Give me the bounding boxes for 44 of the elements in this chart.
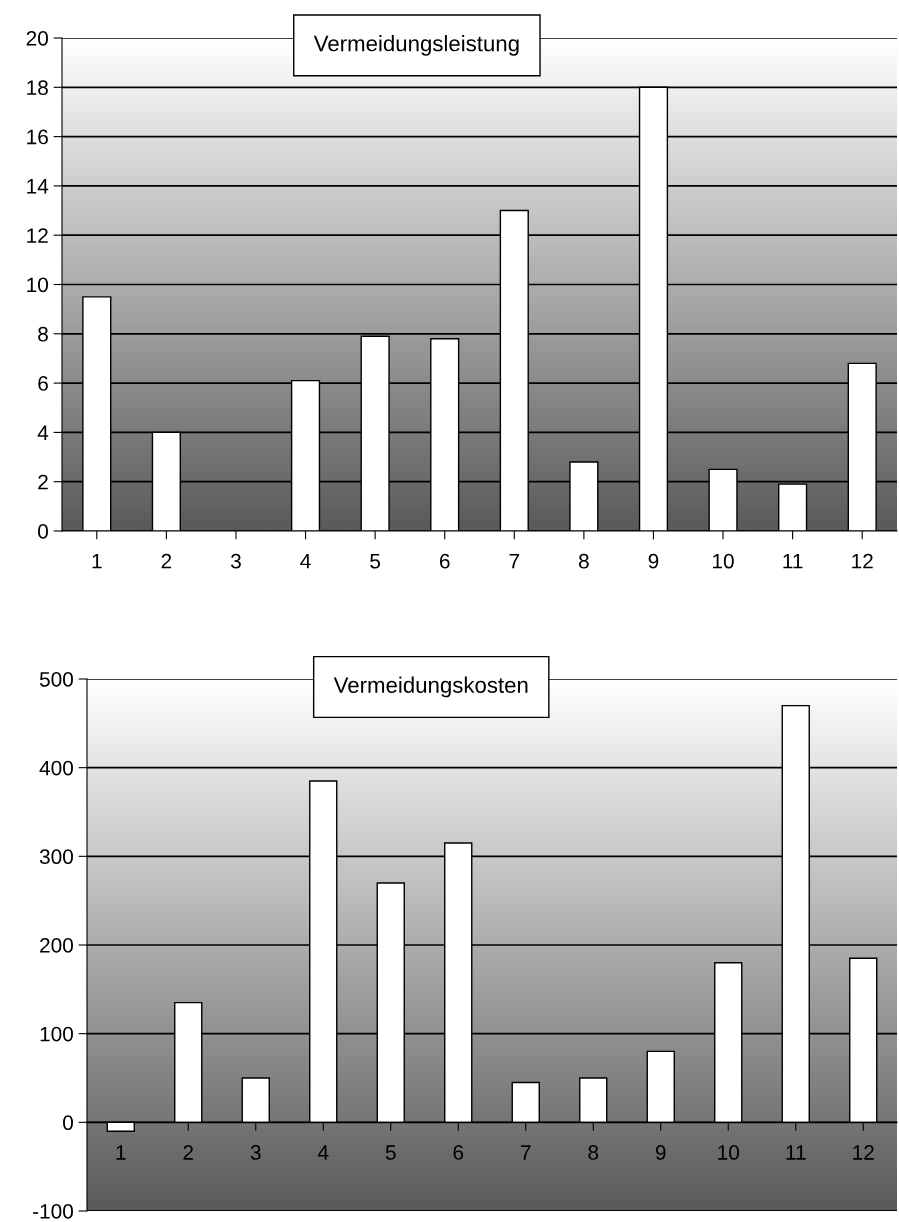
x-tick-label: 1 <box>116 1145 126 1160</box>
x-tick-label: 7 <box>521 1145 531 1160</box>
x-tick-label: 1 <box>92 553 102 569</box>
x-tick-label: 11 <box>786 1145 806 1160</box>
chart-title: Vermeidungsleistung <box>313 35 519 56</box>
x-tick-label: 7 <box>509 553 520 569</box>
chart-title: Vermeidungskosten <box>333 676 528 698</box>
y-tick-label: 4 <box>37 425 49 440</box>
y-tick-label: 6 <box>38 376 48 391</box>
x-tick-label: 12 <box>852 553 873 569</box>
y-tick-label: 18 <box>27 80 48 96</box>
y-tick-label: -100 <box>33 1204 73 1219</box>
x-tick-label: 6 <box>439 553 450 569</box>
y-tick-label: 500 <box>39 672 73 687</box>
x-tick-label: 2 <box>183 1145 193 1160</box>
x-tick-label: 3 <box>250 1145 261 1160</box>
y-tick-label: 8 <box>38 326 48 342</box>
x-tick-label: 4 <box>300 553 311 569</box>
x-tick-label: 6 <box>453 1145 464 1160</box>
x-tick-label: 9 <box>655 1145 666 1160</box>
x-tick-label: 8 <box>578 553 589 569</box>
x-tick-label: 8 <box>588 1145 599 1160</box>
y-tick-label: 200 <box>40 938 73 953</box>
x-tick-label: 2 <box>161 553 172 569</box>
y-tick-label: 0 <box>38 524 48 539</box>
x-tick-label: 11 <box>783 553 803 569</box>
y-tick-label: 20 <box>26 31 48 46</box>
x-tick-label: 5 <box>385 1145 396 1160</box>
x-tick-label: 5 <box>370 553 381 569</box>
y-tick-label: 14 <box>27 179 49 194</box>
y-tick-label: 10 <box>27 277 48 293</box>
y-tick-label: 2 <box>38 474 48 490</box>
y-tick-label: 0 <box>63 1115 73 1131</box>
y-tick-label: 16 <box>27 129 48 145</box>
x-tick-label: 10 <box>718 1145 740 1160</box>
y-tick-label: 100 <box>40 1026 73 1042</box>
x-tick-label: 9 <box>648 553 659 569</box>
y-tick-label: 300 <box>39 849 73 865</box>
y-tick-label: 400 <box>39 760 73 776</box>
y-tick-label: 12 <box>27 228 48 243</box>
x-tick-label: 3 <box>230 553 241 569</box>
x-tick-label: 4 <box>317 1145 329 1160</box>
x-tick-label: 10 <box>713 553 734 569</box>
x-tick-label: 12 <box>853 1145 874 1160</box>
